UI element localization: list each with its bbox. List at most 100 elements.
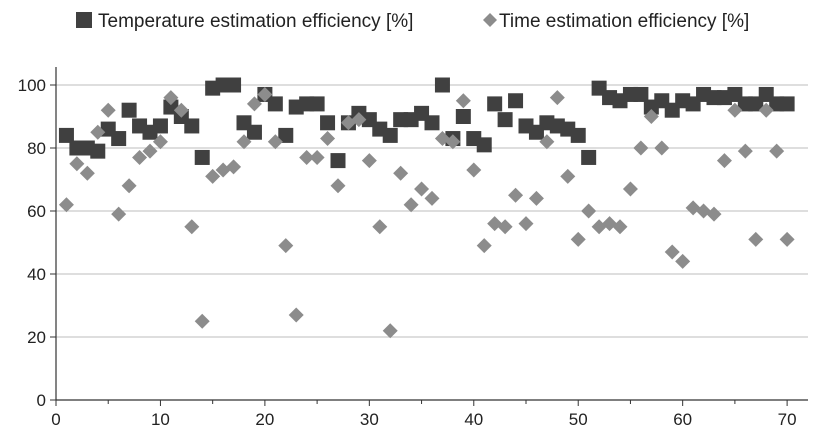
time-point <box>466 162 482 178</box>
time-point <box>622 181 638 197</box>
time-point <box>727 102 743 118</box>
time-point <box>539 134 555 150</box>
time-point <box>309 149 325 165</box>
time-point <box>570 231 586 247</box>
x-tick-label: 60 <box>673 410 692 429</box>
y-axis-ticks: 0 20 40 60 80 100 <box>18 76 56 410</box>
time-point <box>184 219 200 235</box>
time-point <box>267 134 283 150</box>
time-point <box>152 134 168 150</box>
temperature-point <box>309 96 325 112</box>
time-point <box>330 178 346 194</box>
temperature-point <box>382 127 398 143</box>
time-point <box>528 190 544 206</box>
time-point <box>748 231 764 247</box>
y-tick-label: 100 <box>18 76 46 95</box>
temperature-point <box>508 93 524 109</box>
x-tick-label: 10 <box>151 410 170 429</box>
time-point <box>58 197 74 213</box>
temperature-point <box>497 112 513 128</box>
temperature-point <box>434 77 450 93</box>
temperature-point <box>633 86 649 102</box>
time-point <box>445 134 461 150</box>
y-tick-label: 80 <box>27 139 46 158</box>
time-point <box>111 206 127 222</box>
time-point <box>121 178 137 194</box>
time-point <box>549 90 565 106</box>
time-point <box>403 197 419 213</box>
time-point <box>351 112 367 128</box>
temperature-point <box>330 153 346 169</box>
y-tick-label: 60 <box>27 202 46 221</box>
time-point <box>476 238 492 254</box>
gridlines <box>56 84 808 338</box>
x-tick-label: 50 <box>569 410 588 429</box>
time-point <box>581 203 597 219</box>
y-tick-label: 0 <box>37 391 46 410</box>
temperature-point <box>58 127 74 143</box>
temperature-point <box>121 102 137 118</box>
time-point <box>654 140 670 156</box>
time-point <box>508 187 524 203</box>
legend-square-icon <box>76 12 92 28</box>
time-point <box>205 168 221 184</box>
time-point <box>226 159 242 175</box>
time-point <box>497 219 513 235</box>
time-point <box>424 190 440 206</box>
time-point <box>69 156 85 172</box>
time-point <box>163 90 179 106</box>
time-point <box>173 102 189 118</box>
series-time <box>58 86 795 339</box>
time-point <box>288 307 304 323</box>
time-point <box>560 168 576 184</box>
x-tick-label: 0 <box>51 410 60 429</box>
time-point <box>90 124 106 140</box>
temperature-point <box>476 137 492 153</box>
temperature-point <box>246 124 262 140</box>
time-point <box>372 219 388 235</box>
time-point <box>79 165 95 181</box>
time-point <box>716 153 732 169</box>
temperature-point <box>487 96 503 112</box>
time-point <box>194 313 210 329</box>
x-tick-label: 30 <box>360 410 379 429</box>
time-point <box>414 181 430 197</box>
temperature-point <box>111 131 127 147</box>
time-point <box>675 253 691 269</box>
time-point <box>132 149 148 165</box>
temperature-point <box>194 149 210 165</box>
time-point <box>737 143 753 159</box>
series-temperature <box>58 77 795 169</box>
temperature-point <box>581 149 597 165</box>
time-point <box>769 143 785 159</box>
time-point <box>643 109 659 124</box>
time-point <box>664 244 680 260</box>
time-point <box>361 153 377 169</box>
temperature-point <box>455 109 471 124</box>
time-point <box>455 93 471 109</box>
temperature-point <box>320 115 336 131</box>
temperature-point <box>184 118 200 134</box>
temperature-point <box>570 127 586 143</box>
time-point <box>612 219 628 235</box>
y-tick-label: 40 <box>27 265 46 284</box>
y-tick-label: 20 <box>27 328 46 347</box>
legend-label: Temperature estimation efficiency [%] <box>98 11 413 32</box>
temperature-point <box>267 96 283 112</box>
time-point <box>320 131 336 147</box>
time-point <box>633 140 649 156</box>
legend: Temperature estimation efficiency [%] Tim… <box>76 11 749 32</box>
time-point <box>382 323 398 339</box>
temperature-point <box>424 115 440 131</box>
time-point <box>393 165 409 181</box>
temperature-point <box>278 127 294 143</box>
time-point <box>278 238 294 254</box>
time-point <box>142 143 158 159</box>
x-tick-label: 70 <box>778 410 797 429</box>
temperature-point <box>226 77 242 93</box>
data-points <box>58 77 795 339</box>
time-point <box>706 206 722 222</box>
time-point <box>246 96 262 112</box>
legend-label: Time estimation efficiency [%] <box>499 11 749 32</box>
